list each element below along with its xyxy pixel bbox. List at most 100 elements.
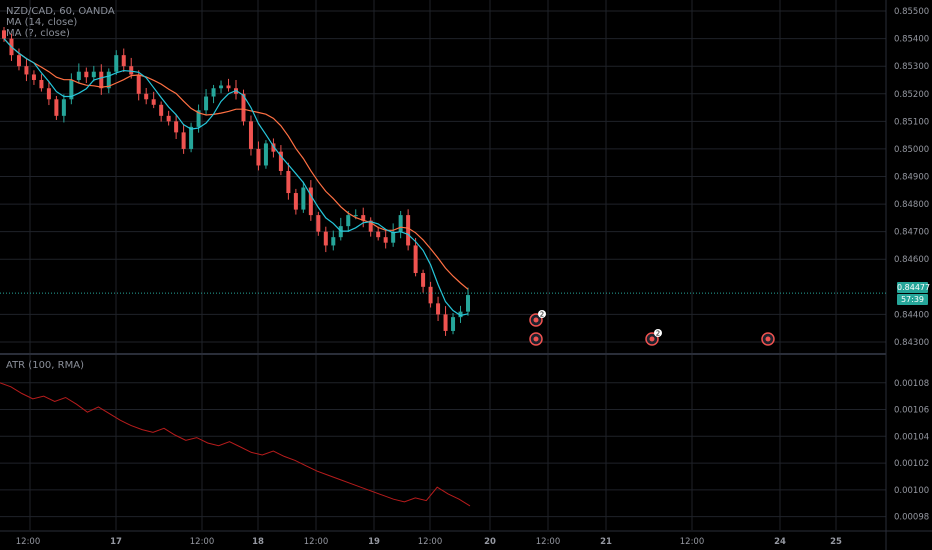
candle-body (413, 245, 418, 274)
candle-body (129, 66, 134, 75)
price-tick-label: 0.84700 (894, 228, 929, 238)
ma-slow-label[interactable]: MA (?, close) (6, 28, 70, 39)
price-tick-label: 0.85300 (894, 62, 929, 72)
time-axis-label: 24 (774, 537, 786, 547)
candle-body (16, 55, 21, 67)
candle-body (391, 231, 396, 243)
candle-body (84, 71, 89, 78)
candle-body (226, 85, 231, 89)
atr-legend: ATR (100, RMA) (6, 360, 84, 371)
candle-body (458, 311, 463, 318)
candle-body (263, 143, 268, 166)
time-axis-label: 12:00 (418, 537, 443, 547)
candle-body (316, 215, 321, 232)
price-tick-label: 0.84400 (894, 310, 929, 320)
price-tick-label: 0.85000 (894, 145, 929, 155)
candle-body (196, 110, 201, 127)
candle-body (451, 317, 456, 331)
candle-body (331, 237, 336, 246)
candle-body (398, 215, 403, 232)
candle-body (443, 314, 448, 331)
candle-body (204, 96, 209, 111)
candle-body (31, 74, 36, 80)
candle-body (46, 88, 51, 100)
atr-tick-label: 0.00106 (894, 406, 929, 416)
candle-body (436, 303, 441, 315)
time-axis-label: 18 (252, 537, 264, 547)
time-axis-label: 12:00 (190, 537, 215, 547)
candle-body (376, 231, 381, 238)
candle-body (99, 71, 104, 89)
candle-body (106, 71, 111, 89)
time-axis-label: 21 (600, 537, 612, 547)
candle-body (211, 88, 216, 97)
candle-body (91, 71, 96, 78)
time-axis-label: 17 (110, 537, 122, 547)
flag-icon (533, 336, 539, 342)
candle-body (151, 99, 156, 105)
ma-fast-line (3, 38, 469, 317)
candle-body (286, 170, 291, 194)
candle-body (271, 143, 276, 152)
candle-body (121, 55, 126, 67)
candle-body (159, 104, 164, 116)
price-tick-label: 0.84900 (894, 173, 929, 183)
flag-icon (765, 336, 771, 342)
candle-body (353, 215, 358, 217)
candle-body (136, 74, 141, 94)
candle-body (144, 93, 149, 100)
candle-body (361, 215, 366, 221)
flag-icon (649, 336, 655, 342)
pane-separator[interactable] (0, 353, 886, 355)
candle-body (69, 79, 74, 100)
candle-body (24, 66, 29, 75)
price-tick-label: 0.85400 (894, 35, 929, 45)
event-count-text: 2 (540, 311, 544, 319)
price-tick-label: 0.85200 (894, 90, 929, 100)
ma-slow-line (3, 38, 469, 290)
time-axis-label: 20 (484, 537, 496, 547)
candle-body (383, 237, 388, 243)
time-axis-label: 25 (830, 537, 842, 547)
candle-body (428, 286, 433, 304)
candle-body (466, 295, 470, 312)
event-count-badge (538, 310, 546, 318)
candle-body (241, 93, 246, 122)
candle-body (54, 99, 59, 116)
atr-label[interactable]: ATR (100, RMA) (6, 360, 84, 371)
current-price-value: 0.84477 (897, 283, 931, 292)
candle-body (368, 220, 373, 232)
time-axis-label: 12:00 (680, 537, 705, 547)
candle-body (248, 121, 253, 149)
candle-body (76, 71, 81, 80)
price-tick-label: 0.84300 (894, 338, 929, 348)
candle-body (293, 193, 298, 210)
event-count-badge (654, 329, 662, 337)
atr-tick-label: 0.00098 (894, 513, 929, 523)
countdown-tag: 57:39 (897, 294, 928, 305)
candle-body (256, 148, 261, 166)
candle-body (278, 151, 283, 171)
price-tick-label: 0.84600 (894, 255, 929, 265)
symbol-label[interactable]: NZD/CAD, 60, OANDA (6, 6, 115, 17)
atr-tick-label: 0.00104 (894, 432, 929, 442)
candle-body (174, 121, 179, 133)
candle-body (301, 187, 306, 210)
candle-body (219, 85, 224, 89)
candle-body (114, 55, 119, 72)
atr-tick-label: 0.00102 (894, 459, 929, 469)
main-legend: NZD/CAD, 60, OANDA MA (14, close) MA (?,… (6, 6, 115, 39)
time-axis-label: 12:00 (304, 537, 329, 547)
candle-body (61, 99, 66, 116)
ma-fast-label[interactable]: MA (14, close) (6, 17, 78, 28)
candle-body (346, 215, 351, 227)
time-axis-label: 19 (368, 537, 380, 547)
event-count-text: 2 (656, 330, 660, 338)
candle-body (39, 79, 44, 89)
candle-body (308, 187, 313, 216)
price-tick-label: 0.84800 (894, 200, 929, 210)
candle-body (406, 215, 411, 246)
atr-tick-label: 0.00108 (894, 379, 929, 389)
candle-body (166, 115, 171, 122)
